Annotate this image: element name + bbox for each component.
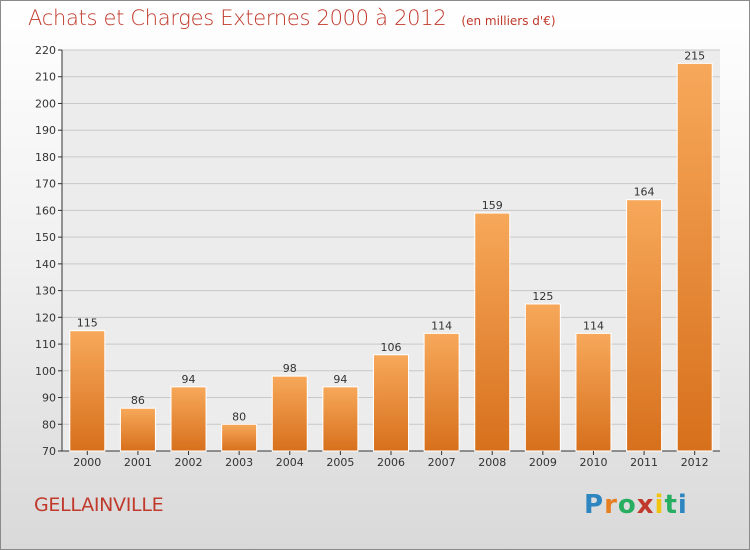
bar-value-label: 159: [482, 199, 503, 212]
y-tick-label: 190: [35, 124, 56, 137]
y-tick-label: 170: [35, 178, 56, 191]
y-tick-label: 210: [35, 71, 56, 84]
x-tick-label: 2002: [175, 456, 203, 469]
bar-value-label: 94: [333, 373, 347, 386]
x-tick-label: 2006: [377, 456, 405, 469]
bar: [69, 330, 106, 452]
bar-value-label: 114: [431, 319, 452, 332]
chart-title: Achats et Charges Externes 2000 à 2012: [28, 6, 447, 30]
y-tick-label: 70: [42, 445, 56, 458]
y-tick-label: 100: [35, 365, 56, 378]
bar-value-label: 114: [583, 319, 604, 332]
x-tick-label: 2000: [73, 456, 101, 469]
bar: [119, 407, 156, 452]
bar: [271, 375, 308, 452]
y-tick-label: 150: [35, 231, 56, 244]
x-tick-label: 2003: [225, 456, 253, 469]
bar: [524, 303, 561, 452]
y-tick-label: 130: [35, 285, 56, 298]
bar-value-label: 80: [232, 410, 246, 423]
town-name: GELLAINVILLE: [34, 494, 164, 516]
bar: [474, 212, 511, 452]
bar-value-label: 86: [131, 394, 145, 407]
x-tick-label: 2010: [579, 456, 607, 469]
bar-value-label: 125: [532, 290, 553, 303]
bar-value-label: 106: [381, 341, 402, 354]
y-tick-label: 90: [42, 392, 56, 405]
bar: [676, 62, 713, 452]
bar: [322, 386, 359, 452]
bar: [170, 386, 207, 452]
x-tick-label: 2005: [326, 456, 354, 469]
y-tick-label: 220: [35, 44, 56, 57]
bar: [575, 332, 612, 452]
bar: [373, 354, 409, 452]
chart-subtitle: (en milliers d'€): [461, 14, 556, 28]
y-tick-label: 110: [35, 338, 56, 351]
bar-value-label: 94: [182, 373, 196, 386]
x-tick-label: 2011: [630, 456, 658, 469]
bar-value-label: 115: [77, 317, 98, 330]
bar-value-label: 164: [634, 186, 655, 199]
y-tick-label: 140: [35, 258, 56, 271]
y-tick-label: 180: [35, 151, 56, 164]
x-tick-label: 2009: [529, 456, 557, 469]
x-tick-label: 2004: [276, 456, 304, 469]
bar-value-label: 215: [684, 49, 705, 62]
y-tick-label: 80: [42, 418, 56, 431]
y-tick-label: 200: [35, 97, 56, 110]
y-tick-label: 120: [35, 311, 56, 324]
chart-header: Achats et Charges Externes 2000 à 2012 (…: [28, 6, 556, 30]
x-tick-label: 2007: [428, 456, 456, 469]
x-tick-label: 2008: [478, 456, 506, 469]
bar: [423, 332, 460, 452]
x-tick-label: 2012: [681, 456, 709, 469]
bar-value-label: 98: [283, 362, 297, 375]
proxiti-logo: Proxiti: [584, 490, 688, 520]
y-tick-label: 160: [35, 204, 56, 217]
x-tick-label: 2001: [124, 456, 152, 469]
bar: [626, 199, 663, 452]
bar: [221, 423, 258, 452]
